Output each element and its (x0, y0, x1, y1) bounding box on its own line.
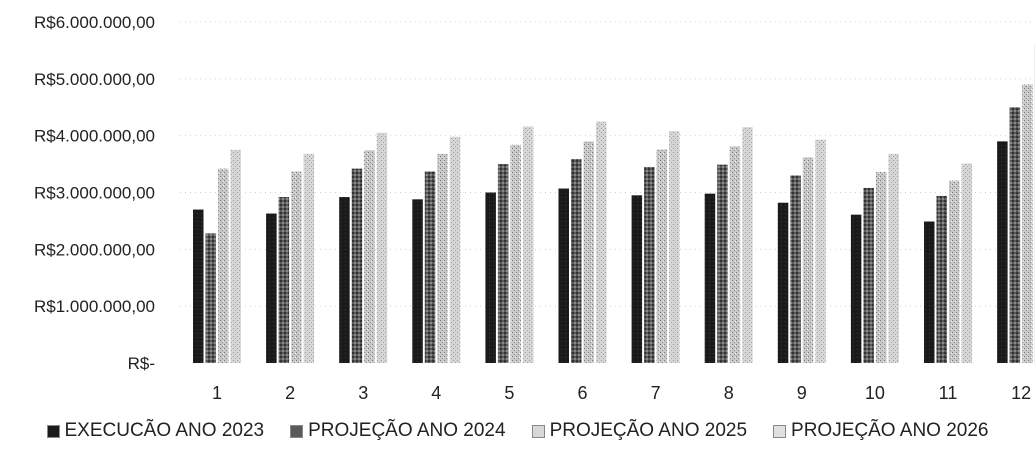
bars (193, 44, 1035, 364)
bar-projecao-2026-9 (815, 139, 826, 363)
legend-swatch-2023 (46, 424, 60, 438)
bar-projecao-2024-8 (717, 164, 728, 363)
bar-projecao-2024-12 (1009, 107, 1021, 363)
bar-projecao-2025-5 (510, 144, 521, 363)
bar-projecao-2026-4 (449, 136, 461, 363)
bar-projecao-2026-7 (669, 131, 680, 363)
bar-execucao-2023-5 (485, 192, 496, 363)
x-tick-label: 5 (504, 383, 514, 403)
bar-projecao-2025-6 (583, 141, 594, 363)
legend-swatch-2024 (290, 424, 304, 438)
bar-execucao-2023-4 (412, 199, 423, 363)
x-tick-label: 8 (724, 383, 734, 403)
bar-projecao-2026-1 (230, 149, 241, 363)
legend-item-2023: EXECUCÃO ANO 2023 (46, 420, 265, 442)
legend-item-2026: PROJEÇÃO ANO 2026 (773, 420, 989, 442)
bar-projecao-2026-10 (888, 153, 899, 363)
x-tick-label: 2 (285, 383, 295, 403)
bar-projecao-2025-8 (729, 146, 741, 363)
legend-label-2024: PROJEÇÃO ANO 2024 (308, 420, 506, 441)
x-tick-label: 11 (939, 383, 958, 403)
legend-swatch-2026 (773, 424, 787, 438)
bar-projecao-2024-9 (790, 175, 801, 363)
x-tick-label: 6 (577, 383, 587, 403)
legend: EXECUCÃO ANO 2023 PROJEÇÃO ANO 2024 PROJ… (0, 420, 1035, 442)
y-tick-label: R$- (128, 354, 155, 373)
bar-execucao-2023-7 (631, 195, 643, 363)
bar-projecao-2024-4 (424, 171, 436, 363)
bar-projecao-2024-3 (351, 168, 363, 363)
bar-projecao-2024-2 (278, 197, 290, 363)
bar-projecao-2025-2 (291, 171, 302, 363)
bar-projecao-2025-7 (656, 149, 668, 363)
legend-swatch-2025 (531, 424, 545, 438)
x-tick-label: 10 (865, 383, 885, 403)
y-axis-ticks: R$- R$1.000.000,00 R$2.000.000,00 R$3.000.0… (34, 13, 155, 373)
bar-projecao-2025-11 (949, 180, 960, 363)
chart-plot: R$- R$1.000.000,00 R$2.000.000,00 R$3.000.0… (34, 13, 1035, 403)
bar-execucao-2023-11 (924, 221, 935, 363)
bar-projecao-2026-8 (742, 127, 753, 364)
y-tick-label: R$3.000.000,00 (34, 184, 155, 203)
bar-projecao-2025-9 (802, 157, 814, 363)
bar-projecao-2026-6 (596, 121, 607, 363)
y-tick-label: R$1.000.000,00 (34, 297, 155, 316)
bar-projecao-2024-10 (863, 187, 874, 363)
legend-label-2025: PROJEÇÃO ANO 2025 (549, 420, 748, 441)
x-tick-label: 3 (358, 383, 368, 403)
x-tick-label: 4 (431, 383, 441, 403)
y-tick-label: R$4.000.000,00 (34, 127, 155, 146)
x-tick-label: 12 (1011, 383, 1031, 403)
bar-projecao-2024-7 (644, 166, 655, 363)
bar-projecao-2026-11 (961, 163, 972, 363)
x-tick-label: 1 (212, 383, 222, 403)
bar-execucao-2023-6 (558, 188, 569, 363)
x-tick-label: 7 (651, 383, 661, 403)
x-tick-label: 9 (797, 383, 807, 403)
bar-execucao-2023-2 (266, 213, 277, 363)
bar-projecao-2024-5 (497, 164, 509, 363)
bar-projecao-2026-5 (522, 126, 534, 363)
y-tick-label: R$5.000.000,00 (34, 70, 155, 89)
bar-execucao-2023-9 (777, 202, 789, 363)
bar-projecao-2024-1 (205, 233, 216, 363)
bar-projecao-2024-6 (571, 158, 582, 363)
bar-projecao-2026-3 (376, 132, 388, 363)
y-tick-label: R$6.000.000,00 (34, 13, 155, 32)
x-axis-ticks: 1 2 3 4 5 6 7 8 9 10 11 12 (212, 383, 1031, 403)
bar-projecao-2026-2 (303, 153, 315, 363)
bar-projecao-2025-12 (1022, 84, 1033, 364)
bar-projecao-2025-3 (364, 150, 375, 363)
legend-label-2026: PROJEÇÃO ANO 2026 (791, 420, 989, 441)
legend-item-2024: PROJEÇÃO ANO 2024 (290, 420, 506, 442)
bar-projecao-2025-10 (875, 172, 887, 363)
bar-projecao-2025-1 (218, 168, 229, 363)
bar-execucao-2023-8 (704, 193, 716, 363)
bar-projecao-2024-11 (936, 195, 947, 363)
legend-item-2025: PROJEÇÃO ANO 2025 (531, 420, 748, 442)
bar-projecao-2025-4 (437, 153, 448, 363)
y-tick-label: R$2.000.000,00 (34, 240, 155, 259)
bar-execucao-2023-10 (850, 214, 862, 363)
bar-execucao-2023-1 (193, 209, 204, 363)
bar-execucao-2023-3 (339, 197, 350, 363)
bar-execucao-2023-12 (997, 141, 1008, 363)
legend-label-2023: EXECUCÃO ANO 2023 (64, 420, 265, 441)
